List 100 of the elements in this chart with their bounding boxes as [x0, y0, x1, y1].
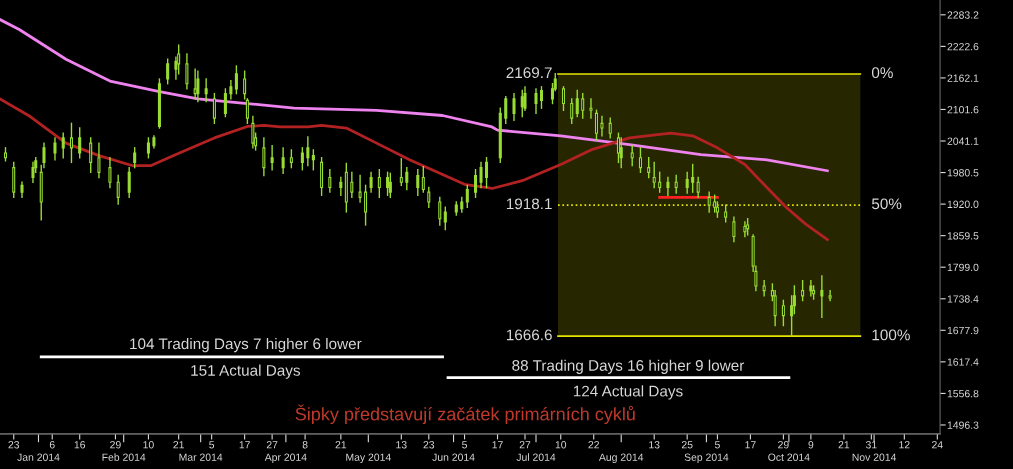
x-tick-label: 25 — [681, 441, 693, 449]
candlestick — [594, 109, 598, 141]
candlestick — [666, 176, 670, 196]
x2-tick-label: Nov 2014 — [852, 453, 897, 461]
x-tick-label: 5 — [462, 441, 467, 449]
candlestick — [438, 196, 442, 226]
y-tick-label: 2041.1 — [947, 137, 979, 145]
annotation: 88 Trading Days 16 higher 9 lower — [512, 359, 745, 374]
x2-tick-label: Feb 2014 — [102, 453, 146, 461]
y-tick-label: 1920.0 — [947, 200, 979, 208]
candlestick — [388, 172, 392, 199]
x-tick-label: 24 — [932, 441, 943, 449]
candlestick — [399, 158, 403, 187]
x-tick-label: 13 — [396, 441, 407, 449]
candlestick — [311, 149, 315, 171]
candlestick — [674, 174, 678, 194]
candlestick — [270, 145, 274, 171]
candlestick — [166, 58, 170, 85]
candlestick — [685, 171, 689, 194]
candlestick — [781, 299, 785, 327]
candlestick — [801, 280, 805, 302]
x2-tick-label: Apr 2014 — [264, 453, 307, 463]
candlestick — [223, 88, 227, 118]
candlestick — [328, 169, 332, 193]
candlestick — [534, 88, 538, 115]
y-tick-label: 1980.5 — [947, 169, 979, 177]
candlestick — [619, 137, 623, 169]
x2-tick-label: May 2014 — [346, 453, 391, 463]
candlestick — [358, 174, 362, 203]
y-tick-label: 2222.6 — [947, 42, 979, 51]
y-tick-label: 2162.1 — [947, 74, 979, 82]
candlestick — [339, 176, 343, 196]
candlestick — [350, 171, 354, 199]
x-tick-label: 5 — [209, 441, 215, 449]
x-tick-label: 29 — [778, 441, 789, 449]
candlestick — [146, 137, 150, 159]
annotation: 100% — [872, 329, 910, 341]
candlestick — [108, 157, 112, 189]
y-tick-label: 1617.4 — [947, 358, 979, 366]
candlestick — [616, 132, 620, 164]
x-tick-label: 21 — [838, 441, 850, 449]
candlestick — [281, 147, 285, 175]
candlestick — [300, 147, 304, 171]
candlestick — [658, 171, 662, 193]
x-tick-label: 13 — [649, 441, 660, 449]
candlestick — [196, 70, 200, 103]
candlestick — [512, 92, 516, 121]
y-tick-label: 2101.6 — [947, 105, 979, 114]
candlestick — [127, 166, 131, 199]
annotation: 0% — [871, 67, 893, 79]
ref-line-label: 1918.1 — [506, 198, 552, 210]
candlestick — [474, 169, 478, 199]
x-tick-label: 23 — [423, 441, 435, 449]
ref-line-label: 1666.6 — [506, 329, 552, 341]
candlestick — [427, 186, 431, 208]
candlestick — [204, 78, 208, 103]
annotation: 104 Trading Days 7 higher 6 lower — [130, 337, 362, 353]
candlestick — [97, 142, 101, 179]
y-tick-label: 1859.5 — [947, 232, 979, 240]
y-tick-label: 1556.8 — [947, 389, 979, 398]
x-tick-label: 27 — [266, 441, 278, 449]
x-tick-label: 22 — [588, 441, 599, 449]
x-tick-label: 6 — [49, 441, 55, 449]
candlestick — [443, 206, 447, 231]
annotation: 151 Actual Days — [191, 364, 301, 379]
x2-tick-label: Aug 2014 — [598, 453, 644, 463]
candlestick — [243, 70, 247, 100]
candlestick — [485, 157, 489, 189]
candlestick — [479, 161, 483, 189]
x-tick-label: 29 — [110, 441, 121, 449]
candlestick — [386, 171, 390, 196]
x-tick-label: 17 — [745, 441, 756, 449]
annotation: 50% — [871, 198, 902, 210]
candlestick — [539, 86, 544, 109]
x2-tick-label: Jun 2014 — [432, 453, 475, 461]
candlestick — [589, 98, 593, 119]
candlestick — [630, 145, 634, 167]
candlestick — [262, 137, 266, 177]
candlestick — [762, 280, 766, 297]
candlestick — [133, 147, 137, 169]
candlestick — [245, 98, 249, 125]
candlestick — [608, 117, 612, 139]
candlestick — [3, 147, 8, 162]
y-tick-label: 1799.0 — [947, 263, 979, 272]
line-series — [0, 18, 829, 173]
x-tick-label: 16 — [74, 441, 86, 449]
x-tick-label: 17 — [239, 441, 250, 449]
x-tick-label: 10 — [555, 441, 567, 449]
ref-line-label: 2169.7 — [506, 67, 552, 79]
x-tick-label: 12 — [899, 441, 910, 449]
y-tick-label: 2283.2 — [947, 11, 979, 19]
candlestick — [416, 169, 420, 196]
x-tick-label: 21 — [173, 441, 184, 449]
x-tick-label: 8 — [302, 441, 308, 449]
x2-tick-label: Jan 2014 — [17, 453, 60, 461]
candlestick — [465, 184, 469, 208]
candlestick — [652, 161, 656, 189]
candlestick — [405, 166, 409, 191]
candlestick — [600, 115, 604, 137]
x2-tick-label: Jul 2014 — [516, 453, 556, 461]
